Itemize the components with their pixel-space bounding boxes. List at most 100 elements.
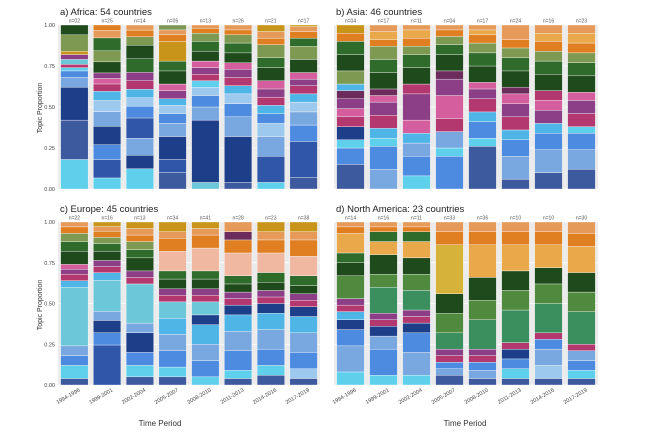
bar-segment (191, 33, 220, 42)
bar-segment (158, 136, 187, 160)
bar-segment (468, 137, 497, 147)
bar-segment (435, 221, 464, 232)
bar-segment (60, 59, 89, 65)
x-tick-label: 2017-2019 (285, 388, 311, 406)
bar-segment (534, 221, 563, 232)
bar-segment (369, 146, 398, 170)
bar-segment (501, 47, 530, 58)
bar-segment (468, 121, 497, 139)
bar-segment (435, 362, 464, 369)
bar-segment (567, 75, 596, 93)
bar-segment (289, 24, 318, 27)
bar-segment (369, 254, 398, 275)
bar-segment (60, 251, 89, 265)
count-label: n=36 (477, 216, 488, 222)
bar-segment (224, 93, 253, 104)
bar-segment (256, 57, 285, 68)
bar-segment (435, 156, 464, 190)
bar-segment (336, 311, 365, 320)
bar-segment (93, 126, 122, 145)
count-label: n=28 (232, 216, 243, 222)
bar-segment (191, 106, 220, 121)
bar-segment (60, 273, 89, 281)
bar-segment (93, 61, 122, 74)
bar-segment (289, 93, 318, 103)
bar-segment (60, 269, 89, 275)
bar-segment (224, 304, 253, 316)
bar-segment (158, 334, 187, 351)
bar-segment (468, 24, 497, 31)
bar-segment (125, 352, 154, 366)
bar-segment (369, 128, 398, 139)
bar-segment (191, 87, 220, 96)
bar-segment (158, 105, 187, 114)
count-label: n=26 (232, 19, 243, 25)
bar-segment (158, 231, 187, 239)
bar-segment (567, 311, 596, 345)
bar-segment (369, 375, 398, 386)
bar-segment (289, 37, 318, 47)
bar-segment (256, 136, 285, 157)
bar-segment (336, 221, 365, 228)
bar-segment (158, 366, 187, 378)
bar-segment (534, 33, 563, 42)
bar-segment (435, 368, 464, 376)
bar-segment (191, 41, 220, 52)
bar-segment (336, 126, 365, 140)
bar-segment (534, 348, 563, 366)
bar-segment (191, 360, 220, 378)
bar-segment (224, 221, 253, 232)
bar-segment (224, 283, 253, 293)
bar-segment (336, 98, 365, 109)
bar-segment (567, 126, 596, 134)
bar-segment (435, 147, 464, 157)
bar-segment (534, 24, 563, 34)
x-tick-label: 2005-2007 (431, 388, 457, 406)
bar-segment (336, 262, 365, 276)
chart-panel: 0.00 0.25 0.50 0.75 1.00 a) Africa: 54 countr… (44, 7, 320, 193)
bar-segment (60, 287, 89, 347)
bar-segment (468, 29, 497, 36)
bar-segment (534, 123, 563, 134)
bar-segment (224, 252, 253, 276)
bar-segment (369, 335, 398, 350)
bar-segment (289, 239, 318, 257)
bar-segment (501, 57, 530, 72)
panel-title: a) Africa: 54 countries (60, 7, 152, 18)
bar-segment (402, 54, 431, 68)
bar-segment (567, 378, 596, 386)
bar-segment (468, 362, 497, 371)
bar-segment (567, 24, 596, 34)
bar-segment (501, 129, 530, 140)
bar-segment (336, 304, 365, 312)
bar-segment (125, 376, 154, 386)
bar-segment (501, 221, 530, 232)
bar-segment (125, 58, 154, 73)
bar-segment (369, 287, 398, 314)
bar-segment (289, 59, 318, 73)
bar-segment (567, 113, 596, 127)
bar-segment (369, 39, 398, 47)
bar-segment (256, 88, 285, 98)
bar-segment (567, 62, 596, 77)
bar-segment (158, 41, 187, 62)
bar-segment (256, 375, 285, 386)
bar-segment (468, 231, 497, 245)
bar-segment (256, 329, 285, 350)
y-tick-label: 0.50 (44, 105, 55, 111)
count-label: n=13 (200, 19, 211, 25)
bar-segment (501, 231, 530, 245)
bar-segment (402, 257, 431, 275)
bar-segment (567, 360, 596, 371)
bar-segment (289, 256, 318, 276)
count-label: n=33 (444, 216, 455, 222)
y-tick-label: 1.00 (44, 23, 55, 29)
bar-segment (289, 368, 318, 379)
bar-segment (435, 70, 464, 80)
bar-segment (336, 24, 365, 34)
bar-segment (158, 83, 187, 91)
bar-segment (369, 319, 398, 327)
count-label: n=23 (265, 216, 276, 222)
bar-segment (224, 239, 253, 254)
bar-segment (501, 156, 530, 180)
